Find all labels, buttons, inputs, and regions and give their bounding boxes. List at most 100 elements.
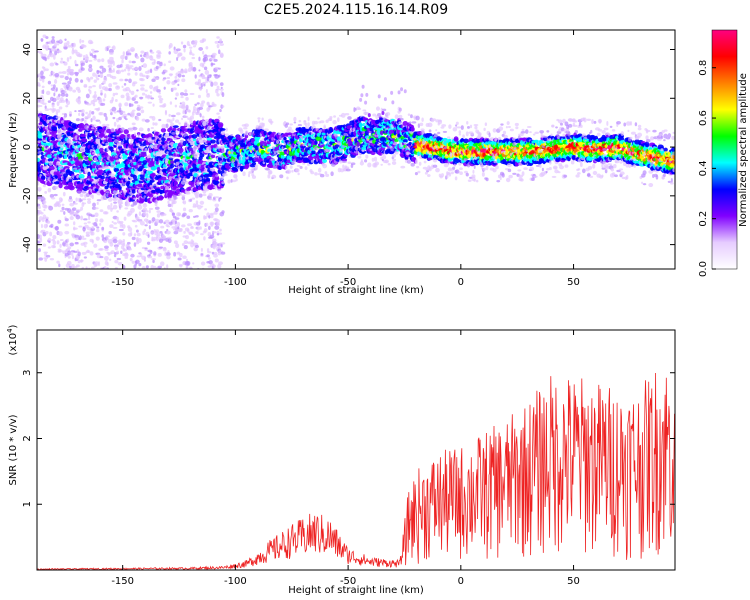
heatmap-speckle — [74, 63, 79, 67]
heatmap-speckle — [68, 198, 73, 203]
heatmap-speckle — [50, 84, 54, 87]
heatmap-speckle — [112, 226, 118, 229]
heatmap-speckle — [187, 223, 193, 227]
heatmap-speckle — [170, 209, 174, 214]
heatmap-speckle — [149, 91, 153, 94]
heatmap-speckle — [52, 108, 57, 112]
heatmap-speckle — [54, 225, 59, 231]
heatmap-speckle — [116, 210, 119, 213]
heatmap-speckle — [156, 272, 161, 277]
heatmap-speckle — [53, 193, 58, 197]
heatmap-speckle — [364, 112, 370, 115]
heatmap-cell — [84, 156, 90, 160]
heatmap-speckle — [371, 157, 375, 162]
heatmap-speckle — [136, 267, 141, 269]
heatmap-speckle — [215, 88, 221, 91]
heatmap-speckle — [87, 78, 91, 81]
heatmap-speckle — [156, 210, 161, 213]
heatmap-speckle — [179, 139, 185, 143]
heatmap-speckle — [74, 110, 77, 113]
heatmap-speckle — [59, 243, 62, 248]
heatmap-speckle — [74, 241, 79, 245]
heatmap-speckle — [242, 171, 246, 177]
heatmap-speckle — [186, 228, 190, 233]
heatmap-cell — [108, 194, 113, 198]
heatmap-speckle — [243, 127, 248, 130]
heatmap-speckle — [145, 94, 148, 99]
heatmap-speckle — [113, 253, 117, 258]
heatmap-speckle — [99, 209, 104, 213]
heatmap-speckle — [201, 63, 205, 68]
heatmap-speckle — [122, 110, 126, 114]
heatmap-speckle — [148, 253, 151, 257]
heatmap-speckle — [58, 263, 61, 268]
heatmap-speckle — [65, 100, 71, 106]
heatmap-speckle — [196, 226, 201, 231]
heatmap-speckle — [380, 163, 383, 166]
heatmap-speckle — [184, 89, 188, 93]
heatmap-speckle — [114, 245, 119, 251]
heatmap-speckle — [178, 212, 182, 217]
heatmap-speckle — [143, 271, 147, 273]
heatmap-speckle — [111, 220, 114, 224]
heatmap-speckle — [130, 140, 133, 146]
heatmap-speckle — [212, 238, 217, 243]
heatmap-speckle — [105, 116, 108, 121]
heatmap-cell — [63, 154, 68, 160]
heatmap-speckle — [114, 271, 119, 276]
heatmap-cell — [232, 167, 239, 172]
heatmap-speckle — [46, 254, 51, 258]
heatmap-speckle — [322, 163, 328, 169]
heatmap-speckle — [77, 89, 81, 93]
heatmap-speckle — [180, 96, 184, 99]
heatmap-speckle — [190, 225, 194, 229]
heatmap-speckle — [149, 250, 153, 254]
heatmap-speckle — [382, 108, 387, 112]
heatmap-speckle — [174, 97, 178, 100]
heatmap-speckle — [155, 65, 159, 70]
heatmap-speckle — [43, 204, 48, 209]
heatmap-cell — [63, 166, 70, 169]
heatmap-speckle — [42, 78, 45, 83]
heatmap-cell — [113, 167, 119, 173]
heatmap-speckle — [55, 185, 59, 189]
heatmap-speckle — [120, 127, 125, 132]
heatmap-cell — [376, 127, 383, 131]
heatmap-speckle — [150, 97, 155, 100]
heatmap-speckle — [154, 206, 160, 210]
heatmap-speckle — [203, 215, 208, 220]
heatmap-cell — [255, 136, 260, 142]
heatmap-speckle — [180, 71, 184, 74]
heatmap-speckle — [90, 118, 93, 123]
heatmap-speckle — [84, 119, 87, 124]
heatmap-speckle — [112, 236, 118, 240]
heatmap-speckle — [46, 131, 51, 136]
heatmap-speckle — [52, 240, 57, 246]
heatmap-speckle — [171, 114, 176, 118]
heatmap-speckle — [63, 46, 68, 50]
heatmap-speckle — [139, 96, 144, 100]
heatmap-speckle — [86, 103, 92, 106]
heatmap-speckle — [96, 269, 98, 274]
heatmap-speckle — [47, 80, 52, 85]
heatmap-speckle — [289, 123, 293, 126]
heatmap-speckle — [80, 62, 85, 66]
heatmap-speckle — [144, 147, 148, 152]
heatmap-speckle — [197, 94, 201, 99]
heatmap-speckle — [208, 105, 213, 108]
heatmap-speckle — [151, 258, 156, 261]
heatmap-speckle — [78, 235, 82, 241]
heatmap-cell — [144, 197, 148, 203]
heatmap-cell — [148, 193, 154, 198]
heatmap-speckle — [200, 205, 204, 208]
heatmap-speckle — [214, 258, 219, 263]
heatmap-burst — [367, 113, 371, 118]
heatmap-speckle — [61, 203, 65, 206]
heatmap-cell — [220, 128, 226, 131]
heatmap-speckle — [124, 207, 129, 210]
heatmap-speckle — [138, 127, 144, 132]
heatmap-speckle — [182, 255, 187, 259]
heatmap-speckle — [181, 195, 186, 201]
heatmap-speckle — [214, 40, 220, 44]
heatmap-speckle — [218, 74, 221, 78]
